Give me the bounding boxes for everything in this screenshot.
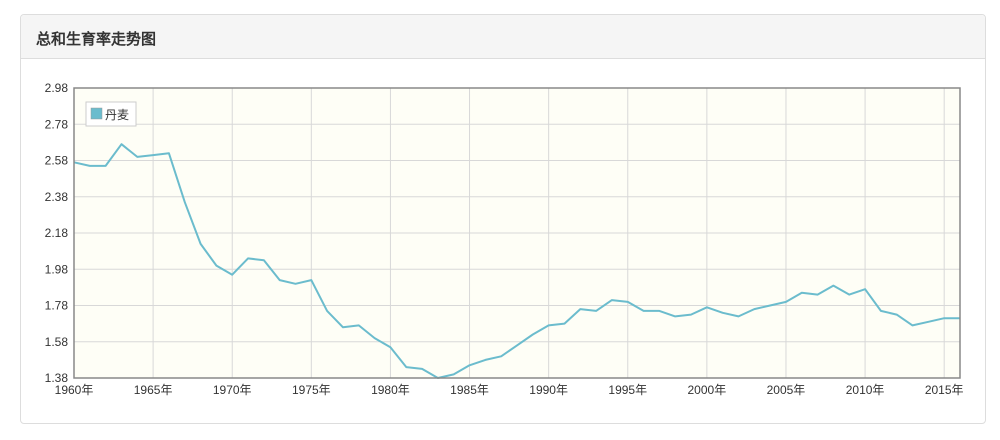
legend-swatch — [90, 107, 103, 120]
data-point — [166, 151, 171, 156]
data-point — [926, 319, 931, 324]
data-point — [530, 332, 535, 337]
data-point — [878, 308, 883, 313]
data-point — [910, 323, 915, 328]
data-point — [689, 312, 694, 317]
series-line — [73, 143, 960, 379]
series-layer — [73, 142, 960, 379]
data-point — [641, 308, 646, 313]
data-point — [340, 325, 345, 330]
y-tick-label: 2.38 — [45, 190, 69, 204]
data-point — [325, 308, 330, 313]
data-point — [499, 354, 504, 359]
legend[interactable]: 丹麦 — [85, 101, 137, 127]
data-point — [831, 283, 836, 288]
data-point — [783, 299, 788, 304]
data-point — [214, 263, 219, 268]
data-point — [467, 363, 472, 368]
x-tick-label: 1995年 — [608, 383, 647, 397]
data-point — [230, 272, 235, 277]
y-tick-label: 1.98 — [45, 262, 69, 276]
x-axis-ticks: 1960年 1965年 1970年 1975年 1980年 1985年 1990年 1995年… — [55, 383, 964, 397]
data-point — [515, 343, 520, 348]
data-point — [261, 258, 266, 263]
panel-title: 总和生育率走势图 — [36, 30, 157, 48]
x-tick-label: 2010年 — [846, 383, 885, 397]
data-point — [135, 154, 140, 159]
y-tick-label: 1.58 — [45, 335, 69, 349]
x-tick-label: 1960年 — [55, 383, 94, 397]
data-point — [451, 372, 456, 377]
data-point — [103, 163, 108, 168]
y-axis-ticks: 2.98 2.78 2.58 2.38 2.18 1.98 1.78 1.58 1.38 — [45, 81, 69, 385]
data-point — [356, 323, 361, 328]
data-point — [293, 281, 298, 286]
y-tick-label: 2.78 — [45, 117, 69, 131]
y-tick-label: 2.58 — [45, 154, 69, 168]
x-tick-label: 1985年 — [450, 383, 489, 397]
data-point — [546, 323, 551, 328]
data-point — [609, 298, 614, 303]
data-point — [309, 278, 314, 283]
x-tick-label: 1970年 — [213, 383, 252, 397]
data-point — [246, 256, 251, 261]
data-point — [863, 287, 868, 292]
data-point — [752, 307, 757, 312]
data-point — [87, 163, 92, 168]
data-point — [942, 316, 947, 321]
data-point — [673, 314, 678, 319]
data-point — [799, 290, 804, 295]
data-point — [578, 307, 583, 312]
data-point — [404, 365, 409, 370]
y-tick-label: 2.18 — [45, 226, 69, 240]
data-point — [768, 303, 773, 308]
data-point — [704, 305, 709, 310]
data-point — [372, 336, 377, 341]
data-point — [483, 357, 488, 362]
data-point — [277, 278, 282, 283]
x-tick-label: 1975年 — [292, 383, 331, 397]
data-point — [736, 314, 741, 319]
legend-label: 丹麦 — [105, 108, 129, 122]
x-tick-label: 2015年 — [925, 383, 964, 397]
data-point — [198, 241, 203, 246]
data-point — [815, 292, 820, 297]
data-point — [119, 142, 124, 147]
x-tick-label: 1990年 — [529, 383, 568, 397]
x-tick-label: 1965年 — [134, 383, 173, 397]
x-tick-label: 2005年 — [767, 383, 806, 397]
data-point — [388, 345, 393, 350]
data-point — [151, 153, 156, 158]
panel-header: 总和生育率走势图 — [21, 15, 985, 59]
y-tick-label: 1.38 — [45, 371, 69, 385]
x-tick-label: 1980年 — [371, 383, 410, 397]
data-point — [420, 366, 425, 371]
y-tick-label: 2.98 — [45, 81, 69, 95]
data-point — [847, 292, 852, 297]
y-tick-label: 1.78 — [45, 299, 69, 313]
data-point — [894, 312, 899, 317]
data-point — [562, 321, 567, 326]
data-point — [182, 200, 187, 205]
plot-border — [73, 87, 961, 379]
data-point — [720, 310, 725, 315]
data-point — [625, 299, 630, 304]
data-point — [657, 308, 662, 313]
x-tick-label: 2000年 — [688, 383, 727, 397]
data-point — [594, 308, 599, 313]
